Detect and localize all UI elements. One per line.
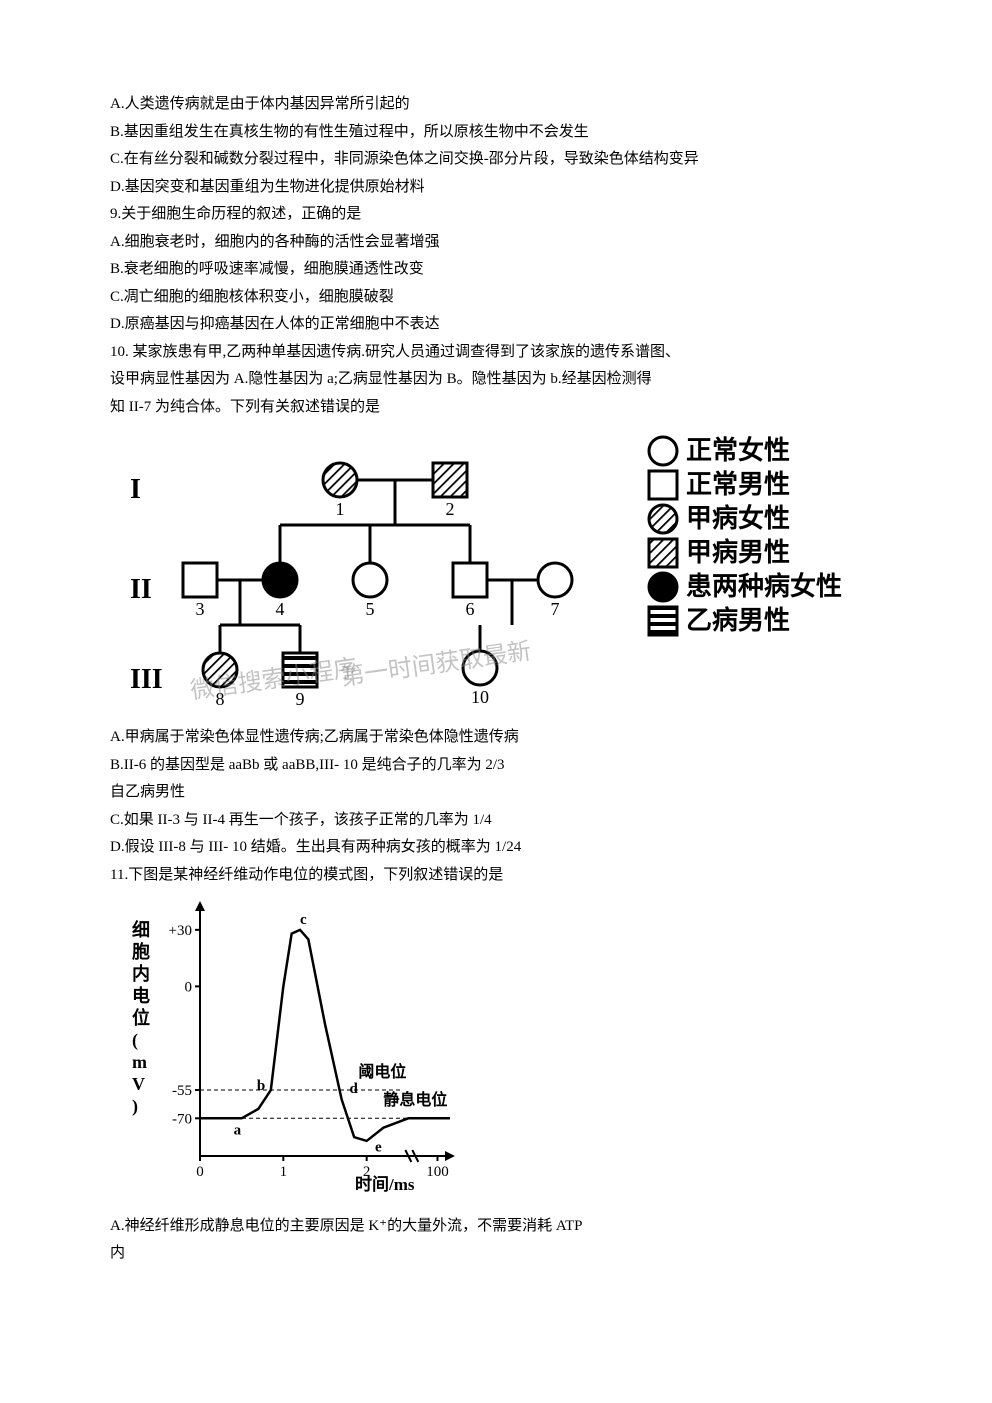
question-10-line2: 设甲病显性基因为 A.隐性基因为 a;乙病显性基因为 B。隐性基因为 b.经基因…: [110, 367, 882, 393]
svg-text:d: d: [350, 1081, 359, 1097]
question-9: 9.关于细胞生命历程的叙述，正确的是: [110, 202, 882, 228]
svg-text:-55: -55: [172, 1083, 192, 1099]
svg-text:10: 10: [471, 687, 489, 707]
pedigree-chart: IIIIII12345678910 正常女性 正常男性 甲病女性 甲病男性: [110, 430, 882, 720]
svg-text:c: c: [300, 912, 307, 928]
svg-text:e: e: [375, 1139, 382, 1155]
q10-option-b: B.II-6 的基因型是 aaBb 或 aaBB,III- 10 是纯合子的几率…: [110, 753, 882, 779]
svg-text:0: 0: [185, 979, 193, 995]
svg-text:7: 7: [551, 599, 560, 619]
svg-text:1: 1: [336, 499, 345, 519]
svg-text:位: 位: [132, 1007, 150, 1028]
svg-text:5: 5: [366, 599, 375, 619]
q9-option-c: C.凋亡细胞的细胞核体积变小，细胞膜破裂: [110, 285, 882, 311]
svg-text:-70: -70: [172, 1111, 192, 1127]
q10-option-a: A.甲病属于常染色体显性遗传病;乙病属于常染色体隐性遗传病: [110, 725, 882, 751]
svg-text:a: a: [234, 1122, 242, 1138]
svg-text:3: 3: [196, 599, 205, 619]
option-d: D.基因突变和基因重组为生物进化提供原始材料: [110, 175, 882, 201]
question-10-line3: 知 II-7 为纯合体。下列有关叙述错误的是: [110, 395, 882, 421]
q9-option-b: B.衰老细胞的呼吸速率减慢，细胞膜通透性改变: [110, 257, 882, 283]
svg-text:2: 2: [446, 499, 455, 519]
svg-text:6: 6: [466, 599, 475, 619]
q10-option-b2: 自乙病男性: [110, 780, 882, 806]
action-potential-graph: +300-55-70012100abcde阈电位静息电位细胞内电位(mV)时间/…: [110, 896, 882, 1206]
q10-option-d: D.假设 III-8 与 III- 10 结婚。生出具有两种病女孩的概率为 1/…: [110, 835, 882, 861]
svg-text:4: 4: [276, 599, 285, 619]
svg-text:8: 8: [216, 689, 225, 709]
svg-text:9: 9: [296, 689, 305, 709]
svg-text:): ): [132, 1096, 138, 1117]
svg-text:内: 内: [132, 963, 150, 984]
svg-text:阈电位: 阈电位: [358, 1062, 406, 1081]
document-content: A.人类遗传病就是由于体内基因异常所引起的 B.基因重组发生在真核生物的有性生殖…: [110, 92, 882, 1267]
q9-option-a: A.细胞衰老时，细胞内的各种酶的活性会显著增强: [110, 230, 882, 256]
option-c: C.在有丝分裂和碱数分裂过程中，非同源染色体之间交换-邵分片段，导致染色体结构变…: [110, 147, 882, 173]
svg-text:II: II: [130, 574, 152, 605]
svg-text:+30: +30: [169, 923, 192, 939]
svg-text:100: 100: [426, 1164, 449, 1180]
svg-text:m: m: [132, 1052, 147, 1072]
svg-text:1: 1: [280, 1164, 288, 1180]
svg-text:V: V: [132, 1074, 145, 1094]
svg-text:III: III: [130, 664, 163, 695]
graph-svg: +300-55-70012100abcde阈电位静息电位细胞内电位(mV)时间/…: [110, 896, 470, 1196]
pedigree-legend: 正常女性 正常男性 甲病女性 甲病男性 患两种病女性 乙病男性: [646, 435, 842, 637]
svg-text:细: 细: [132, 919, 150, 940]
q9-option-d: D.原癌基因与抑癌基因在人体的正常细胞中不表达: [110, 312, 882, 338]
svg-text:0: 0: [196, 1164, 204, 1180]
svg-text:胞: 胞: [132, 941, 150, 962]
option-b: B.基因重组发生在真核生物的有性生殖过程中，所以原核生物中不会发生: [110, 120, 882, 146]
option-a: A.人类遗传病就是由于体内基因异常所引起的: [110, 92, 882, 118]
q11-option-a2: 内: [110, 1241, 882, 1267]
svg-text:静息电位: 静息电位: [383, 1090, 447, 1109]
pedigree-svg: IIIIII12345678910: [110, 430, 630, 720]
question-11: 11.下图是某神经纤维动作电位的模式图，下列叙述错误的是: [110, 863, 882, 889]
q11-option-a: A.神经纤维形成静息电位的主要原因是 K⁺的大量外流，不需要消耗 ATP: [110, 1214, 882, 1240]
svg-text:b: b: [257, 1078, 265, 1094]
svg-text:电: 电: [132, 985, 150, 1006]
question-10-line1: 10. 某家族患有甲,乙两种单基因遗传病.研究人员通过调查得到了该家族的遗传系谱…: [110, 340, 882, 366]
svg-text:I: I: [130, 474, 141, 505]
q10-option-c: C.如果 II-3 与 II-4 再生一个孩子，该孩子正常的几率为 1/4: [110, 808, 882, 834]
svg-text:(: (: [132, 1030, 138, 1051]
svg-text:时间/ms: 时间/ms: [355, 1174, 415, 1194]
